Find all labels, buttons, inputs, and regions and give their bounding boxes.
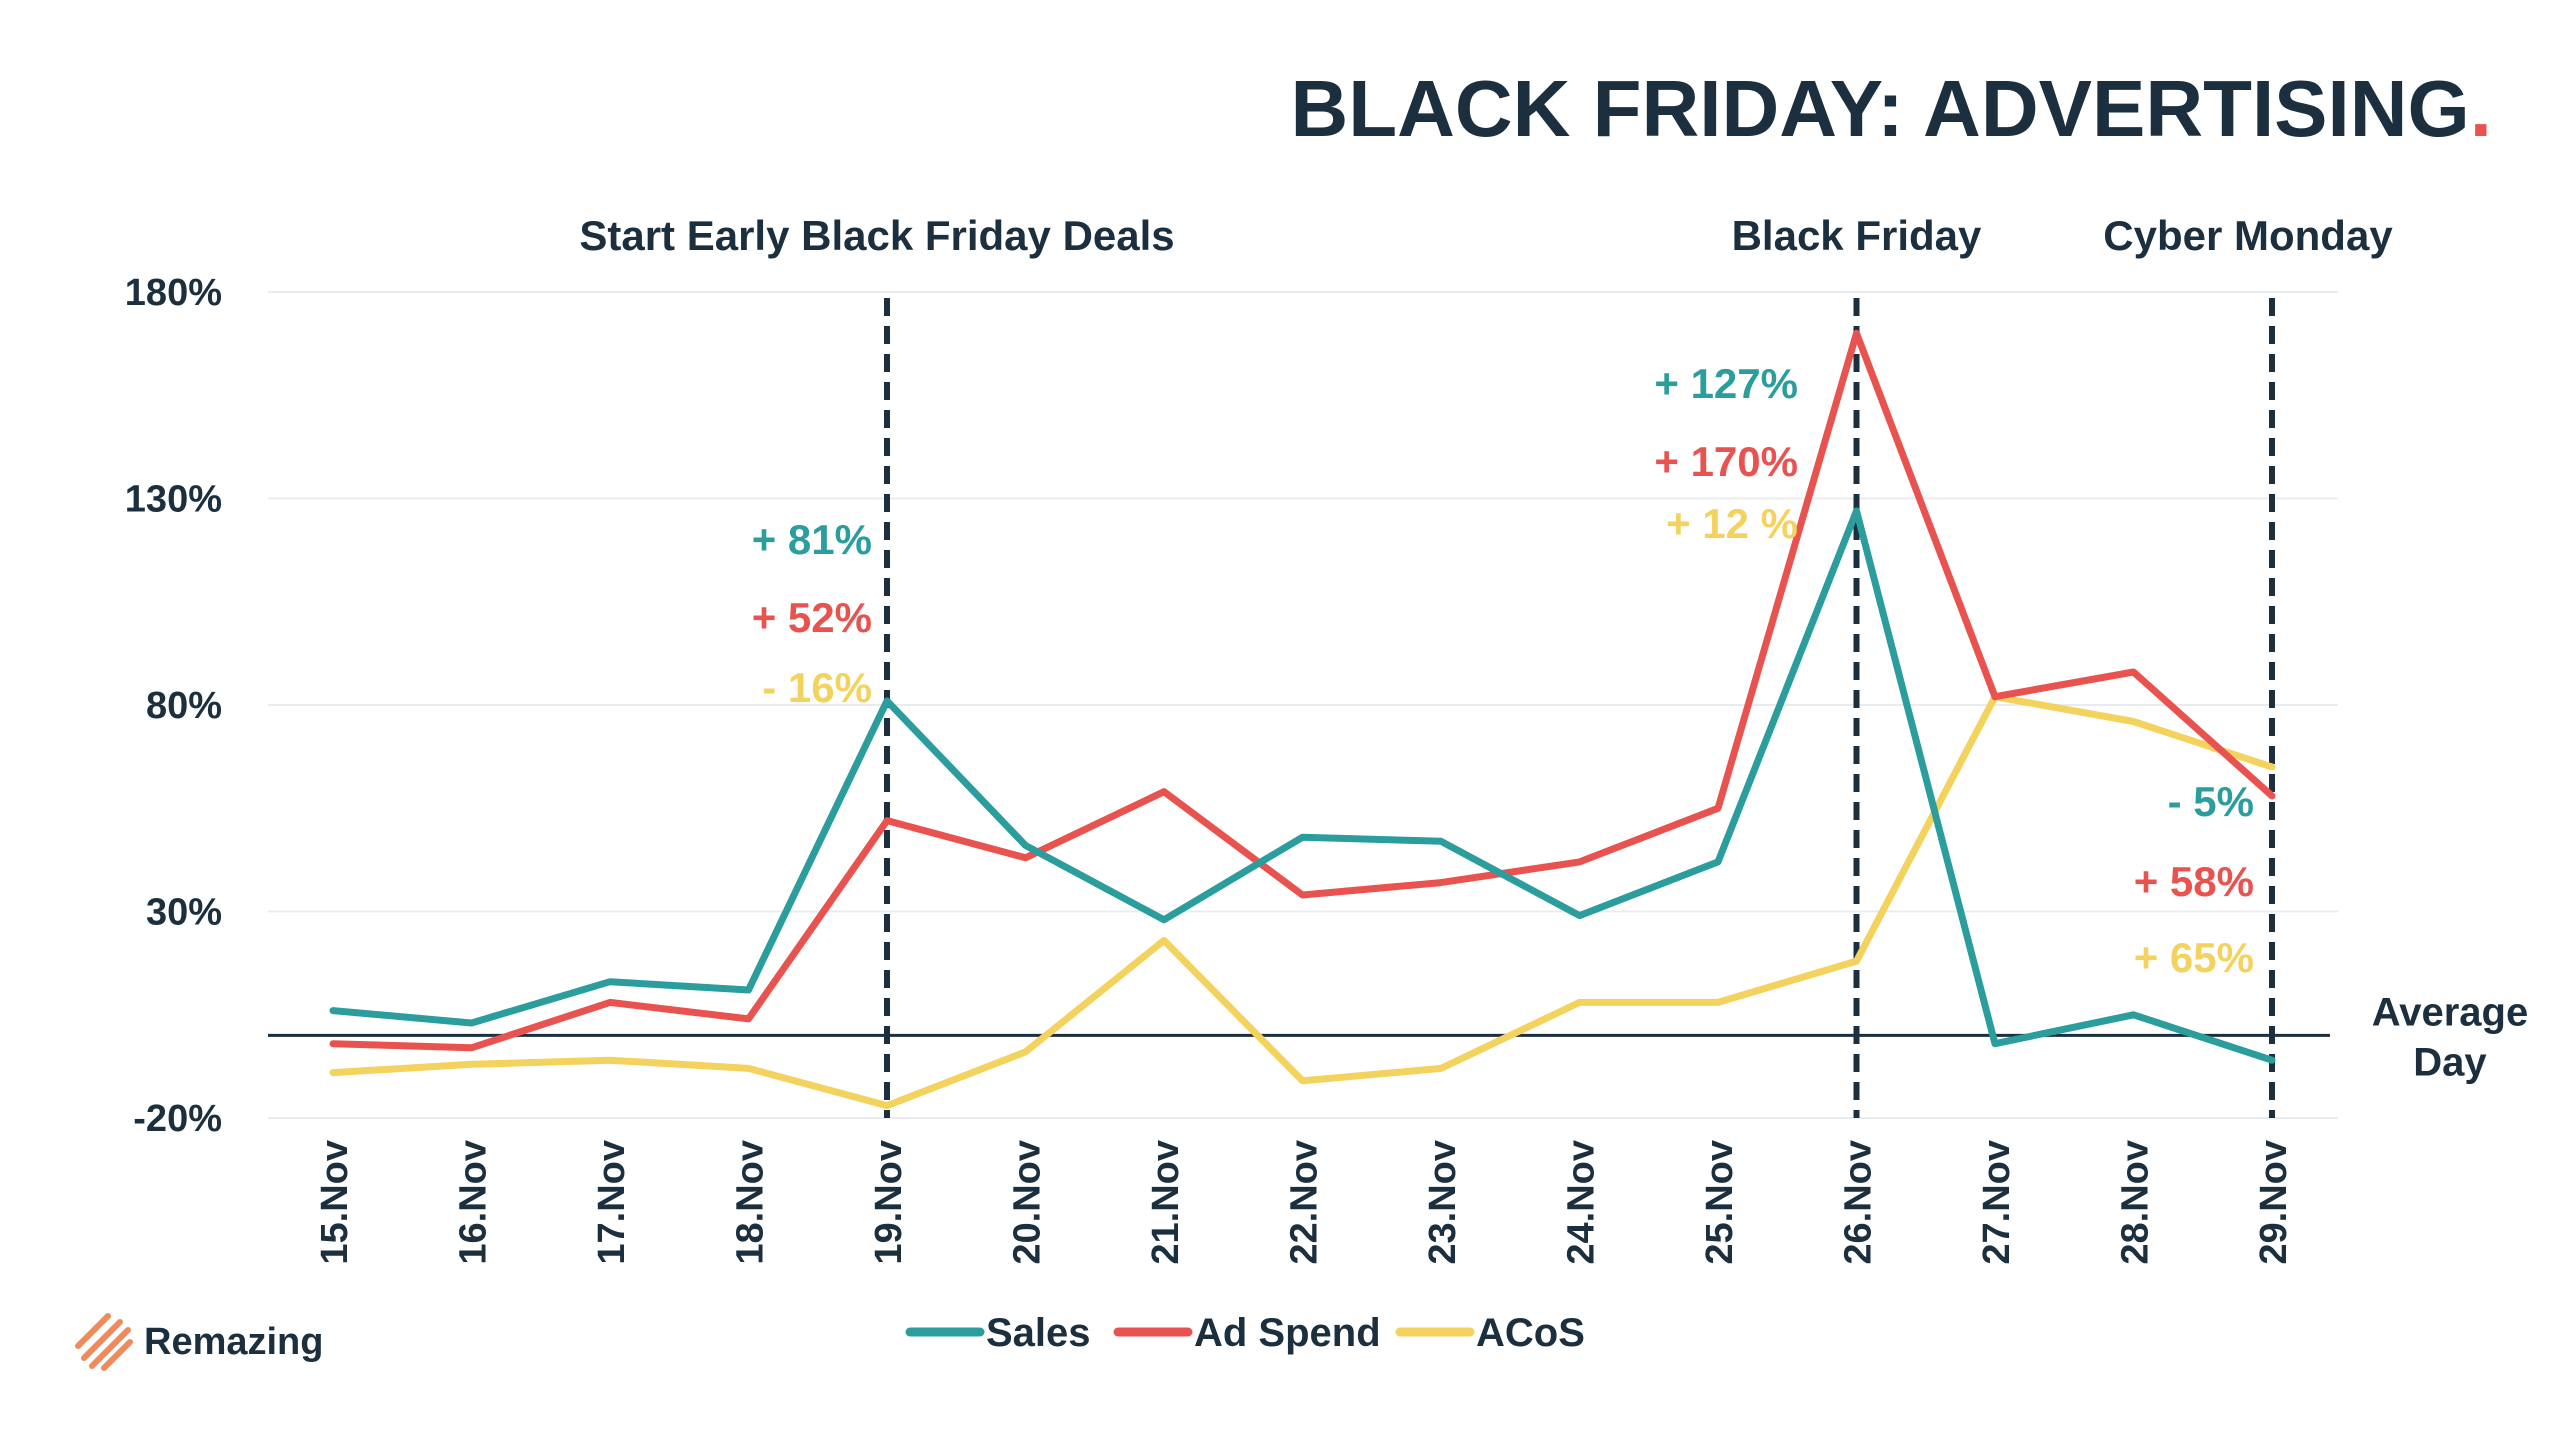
annotation-ad-spend: + 170% (1654, 438, 1798, 485)
average-day-baseline: Average Day (268, 990, 2528, 1084)
y-tick-label: 30% (146, 892, 222, 934)
annotation-ad-spend: + 58% (2134, 858, 2254, 905)
y-tick-label: 180% (125, 272, 222, 314)
annotation-acos: + 65% (2134, 934, 2254, 981)
series-line-ad-spend (329, 329, 2276, 1052)
y-tick-label: 130% (125, 479, 222, 521)
x-tick-label: 25.Nov (1699, 1140, 1741, 1265)
annotations: + 81% + 52% - 16% + 127% + 170% + 12 % - 5% + 5… (752, 360, 2254, 981)
x-tick-label: 29.Nov (2253, 1140, 2295, 1265)
series-line-sales (329, 507, 2276, 1064)
x-tick-label: 26.Nov (1838, 1140, 1880, 1265)
gridlines (268, 291, 2338, 1119)
y-tick-label: 80% (146, 685, 222, 727)
series-lines (329, 329, 2276, 1110)
x-axis-tick-labels: 15.Nov 16.Nov 17.Nov 18.Nov 19.Nov 20.Nov 21.N… (314, 1140, 2295, 1265)
baseline-label-line2: Day (2413, 1040, 2487, 1084)
legend: Sales Ad Spend ACoS (905, 1311, 1585, 1355)
annotation-ad-spend: + 52% (752, 594, 872, 641)
x-tick-label: 20.Nov (1007, 1140, 1049, 1265)
x-tick-label: 23.Nov (1422, 1140, 1464, 1265)
series-line-acos (329, 693, 2276, 1110)
chart-title: BLACK FRIDAY: ADVERTISING. (1290, 64, 2492, 153)
y-axis-tick-labels: -20% 30% 80% 130% 180% (125, 272, 222, 1140)
legend-label-sales: Sales (986, 1311, 1091, 1355)
x-tick-label: 28.Nov (2115, 1140, 2157, 1265)
legend-label-ad-spend: Ad Spend (1194, 1311, 1381, 1355)
annotation-sales: + 127% (1654, 360, 1798, 407)
x-tick-label: 18.Nov (730, 1140, 772, 1265)
x-tick-label: 21.Nov (1145, 1140, 1187, 1265)
x-tick-label: 22.Nov (1284, 1140, 1326, 1265)
event-label: Start Early Black Friday Deals (579, 212, 1174, 259)
annotation-acos: - 16% (762, 664, 872, 711)
brand-logo: Remazing (75, 1313, 323, 1371)
chart-title-main: BLACK FRIDAY: ADVERTISING (1290, 64, 2469, 153)
x-tick-label: 16.Nov (453, 1140, 495, 1265)
brand-name: Remazing (144, 1321, 323, 1363)
y-tick-label: -20% (133, 1098, 222, 1140)
x-tick-label: 17.Nov (591, 1140, 633, 1265)
event-label: Cyber Monday (2103, 212, 2393, 259)
chart-title-dot: . (2470, 64, 2492, 153)
x-tick-label: 15.Nov (314, 1140, 356, 1265)
baseline-label-line1: Average (2372, 990, 2528, 1034)
stripes-logo-icon (75, 1313, 133, 1371)
x-tick-label: 19.Nov (868, 1140, 910, 1265)
legend-label-acos: ACoS (1476, 1311, 1585, 1355)
event-label: Black Friday (1732, 212, 1982, 259)
x-tick-label: 24.Nov (1561, 1140, 1603, 1265)
annotation-sales: + 81% (752, 516, 872, 563)
annotation-acos: + 12 % (1666, 500, 1798, 547)
x-tick-label: 27.Nov (1976, 1140, 2018, 1265)
annotation-sales: - 5% (2168, 778, 2254, 825)
